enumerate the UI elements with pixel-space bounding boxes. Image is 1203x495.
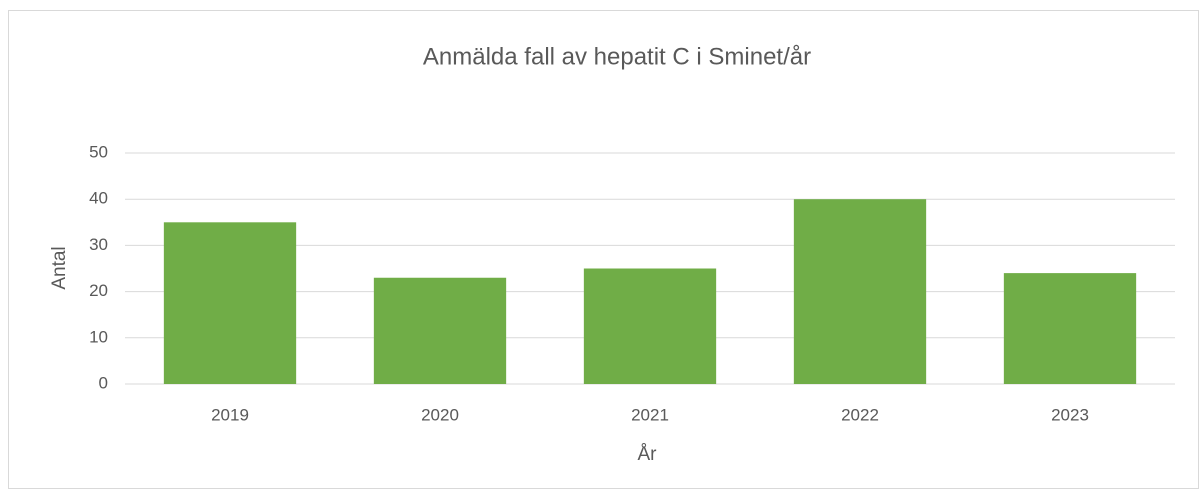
x-axis-label: År: [638, 444, 658, 465]
x-tick-label: 2019: [211, 405, 249, 424]
bar: [1003, 273, 1137, 384]
x-tick-label: 2020: [421, 405, 459, 424]
bar: [583, 268, 717, 384]
y-axis-label: Antal: [49, 246, 70, 289]
y-tick-label: 0: [99, 373, 108, 392]
y-tick-label: 40: [89, 189, 108, 208]
y-tick-label: 10: [89, 327, 108, 346]
x-tick-label: 2022: [841, 405, 879, 424]
x-tick-label: 2021: [631, 405, 669, 424]
bar: [793, 199, 927, 384]
y-tick-label: 20: [89, 281, 108, 300]
chart-title: Anmälda fall av hepatit C i Sminet/år: [423, 43, 811, 70]
x-tick-label: 2023: [1051, 405, 1089, 424]
bar: [163, 222, 297, 384]
bar: [373, 277, 507, 384]
y-tick-label: 50: [89, 142, 108, 161]
y-tick-label: 30: [89, 235, 108, 254]
